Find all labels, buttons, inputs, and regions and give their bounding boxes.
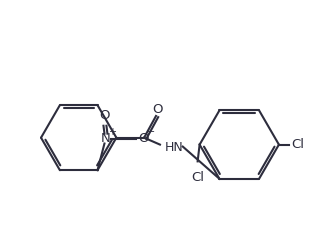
Text: Cl: Cl — [291, 138, 304, 151]
Text: N: N — [100, 132, 110, 145]
Text: HN: HN — [164, 141, 183, 154]
Text: −: − — [147, 127, 155, 137]
Text: O: O — [153, 103, 163, 116]
Text: Cl: Cl — [191, 171, 204, 184]
Text: O: O — [99, 109, 110, 122]
Text: +: + — [108, 127, 116, 137]
Text: O: O — [138, 132, 148, 145]
